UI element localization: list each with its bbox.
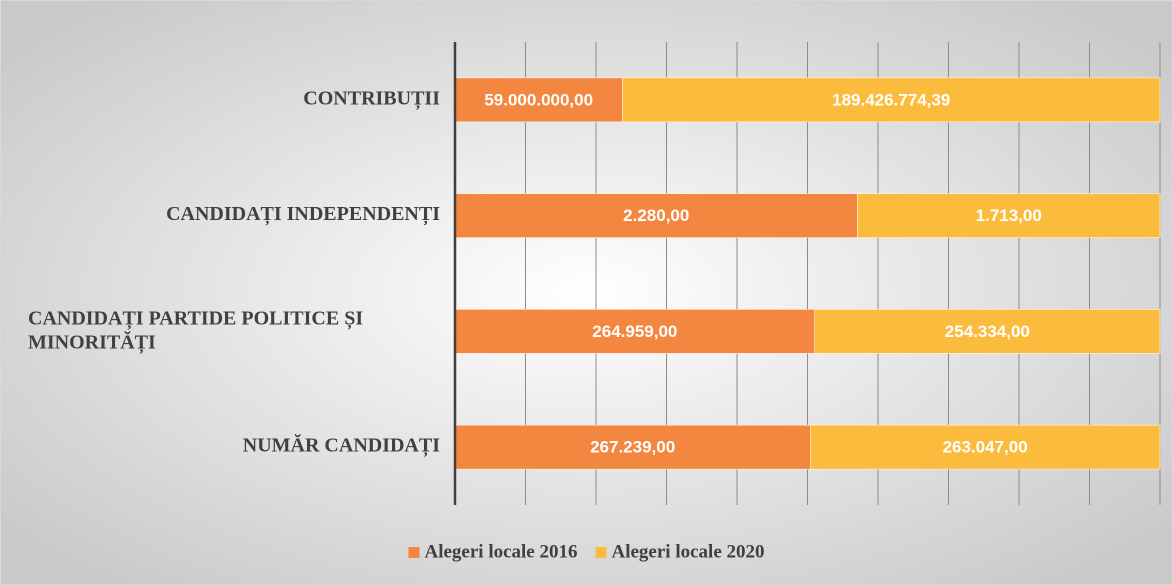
- data-label: 264.959,00: [592, 322, 677, 341]
- legend-label: Alegeri locale 2020: [612, 541, 765, 562]
- bar-segment: [810, 424, 1161, 470]
- data-label: 263.047,00: [943, 438, 1028, 457]
- category-label: CONTRIBUȚII: [303, 87, 440, 110]
- bar-segment: [622, 77, 1161, 123]
- data-label: 267.239,00: [590, 438, 675, 457]
- bar-segment: [857, 193, 1161, 238]
- bar-segment: [454, 77, 623, 123]
- legend-swatch: [408, 547, 420, 558]
- bar-segment: [814, 309, 1161, 354]
- legend: Alegeri locale 2016 Alegeri locale 2020: [408, 541, 765, 562]
- data-label: 1.713,00: [976, 206, 1042, 225]
- bar-segment: [454, 424, 811, 470]
- data-label: 59.000.000,00: [484, 90, 593, 109]
- data-label: 254.334,00: [945, 322, 1030, 341]
- category-label: CANDIDAȚI PARTIDE POLITICE ȘI MINORITĂȚI: [28, 307, 363, 354]
- bar-segment: [454, 309, 815, 354]
- category-label: CANDIDAȚI INDEPENDENȚI: [166, 203, 440, 226]
- category-label-line: CANDIDAȚI PARTIDE POLITICE ȘI: [28, 307, 363, 330]
- data-label: 2.280,00: [623, 206, 689, 225]
- bar-segment: [454, 193, 858, 238]
- legend-label: Alegeri locale 2016: [424, 541, 577, 562]
- category-label: NUMĂR CANDIDAȚI: [243, 433, 440, 458]
- category-label-line: MINORITĂȚI: [28, 329, 156, 354]
- data-label: 189.426.774,39: [832, 90, 950, 109]
- legend-swatch: [595, 547, 607, 558]
